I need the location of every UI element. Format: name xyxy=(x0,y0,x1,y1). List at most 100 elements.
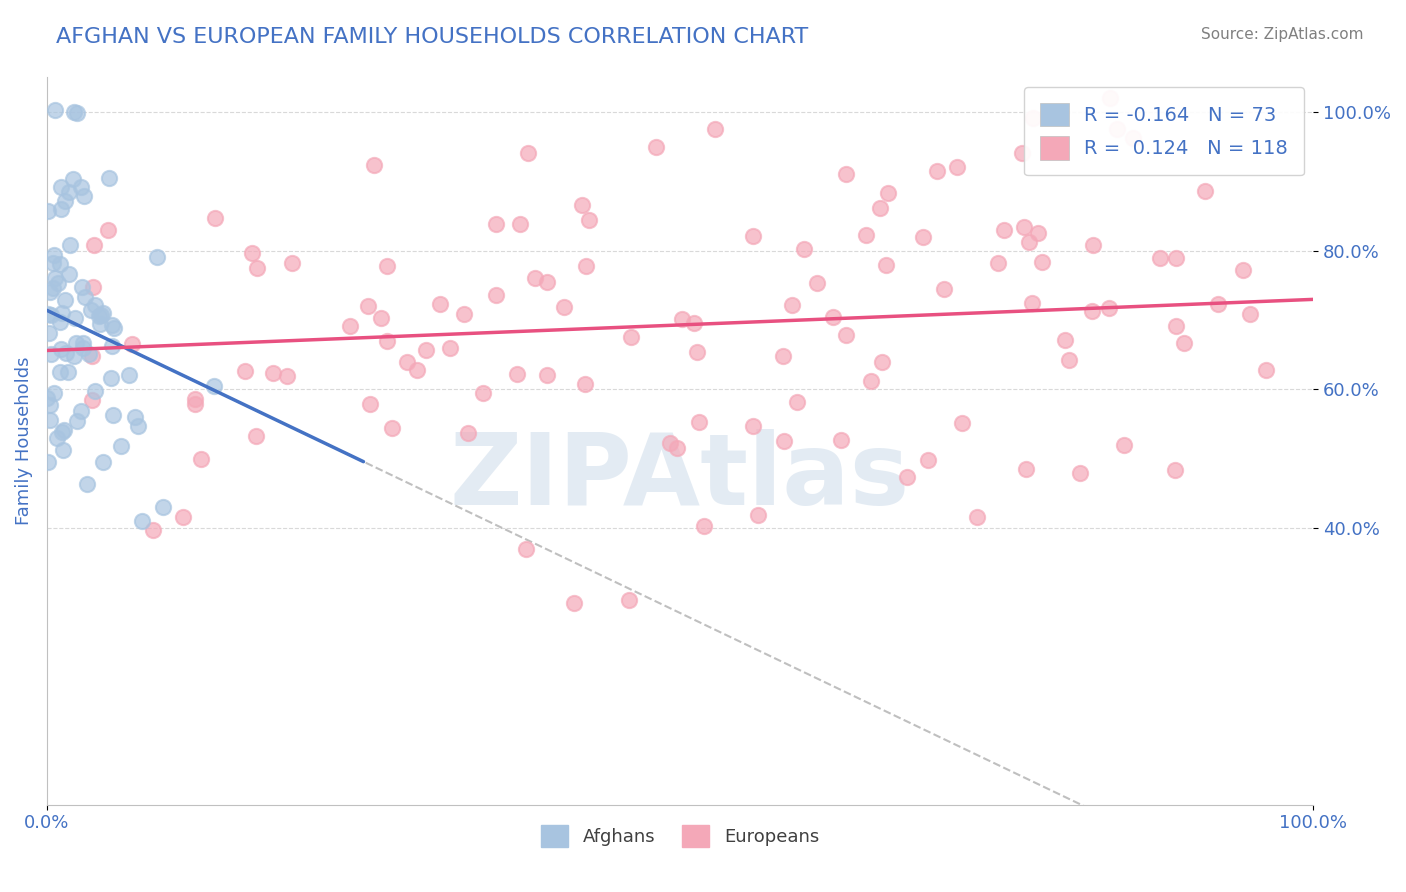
Point xyxy=(101,338,124,352)
Point xyxy=(692,518,714,533)
Point xyxy=(39,308,62,322)
Point xyxy=(357,299,380,313)
Point xyxy=(1098,301,1121,316)
Point xyxy=(370,311,392,326)
Point xyxy=(1173,335,1195,350)
Point xyxy=(83,384,105,399)
Point xyxy=(281,256,304,270)
Point xyxy=(574,377,596,392)
Point xyxy=(80,393,103,408)
Point xyxy=(1164,251,1187,265)
Point xyxy=(575,259,598,273)
Point xyxy=(70,280,93,294)
Point xyxy=(381,420,404,434)
Point xyxy=(747,508,769,523)
Point xyxy=(51,425,73,439)
Point xyxy=(172,509,194,524)
Point xyxy=(773,434,796,448)
Point xyxy=(741,419,763,434)
Point xyxy=(821,310,844,325)
Point xyxy=(375,334,398,349)
Point xyxy=(741,229,763,244)
Point xyxy=(786,394,808,409)
Point xyxy=(93,306,115,320)
Point xyxy=(202,379,225,393)
Point xyxy=(44,103,66,117)
Point xyxy=(987,255,1010,269)
Point xyxy=(993,223,1015,237)
Point xyxy=(485,287,508,301)
Point xyxy=(562,596,585,610)
Point xyxy=(1021,296,1043,310)
Point xyxy=(870,355,893,369)
Point xyxy=(72,336,94,351)
Point xyxy=(262,366,284,380)
Point xyxy=(37,204,59,219)
Point xyxy=(45,431,67,445)
Point xyxy=(44,270,66,285)
Point xyxy=(97,223,120,237)
Point xyxy=(63,349,86,363)
Point xyxy=(523,271,546,285)
Point xyxy=(46,276,69,290)
Point xyxy=(966,510,988,524)
Point xyxy=(472,386,495,401)
Text: ZIPAtlas: ZIPAtlas xyxy=(450,429,910,526)
Point xyxy=(869,202,891,216)
Point xyxy=(453,307,475,321)
Point xyxy=(1057,353,1080,368)
Point xyxy=(190,451,212,466)
Point xyxy=(911,230,934,244)
Point xyxy=(58,185,80,199)
Point xyxy=(110,439,132,453)
Point xyxy=(37,307,59,321)
Point xyxy=(917,453,939,467)
Point xyxy=(65,335,87,350)
Point xyxy=(73,289,96,303)
Point xyxy=(246,261,269,276)
Point xyxy=(509,217,531,231)
Point xyxy=(1232,263,1254,277)
Point xyxy=(51,306,73,320)
Point xyxy=(620,330,643,344)
Point xyxy=(877,186,900,200)
Point xyxy=(152,500,174,515)
Point xyxy=(1081,304,1104,318)
Point xyxy=(72,341,94,355)
Point xyxy=(1031,254,1053,268)
Point xyxy=(506,367,529,381)
Point xyxy=(359,397,381,411)
Point xyxy=(39,285,62,299)
Point xyxy=(835,167,858,181)
Point xyxy=(51,342,73,356)
Point xyxy=(63,104,86,119)
Point xyxy=(553,300,575,314)
Point xyxy=(806,276,828,290)
Point xyxy=(439,341,461,355)
Point xyxy=(515,541,537,556)
Text: Source: ZipAtlas.com: Source: ZipAtlas.com xyxy=(1201,27,1364,42)
Point xyxy=(830,433,852,447)
Point xyxy=(89,317,111,331)
Point xyxy=(1022,112,1045,126)
Point xyxy=(204,211,226,226)
Point xyxy=(39,398,62,412)
Point xyxy=(91,455,114,469)
Point xyxy=(127,419,149,434)
Point xyxy=(875,258,897,272)
Point xyxy=(395,355,418,369)
Point xyxy=(1149,252,1171,266)
Point xyxy=(233,364,256,378)
Point xyxy=(932,282,955,296)
Point xyxy=(62,171,84,186)
Point xyxy=(1254,363,1277,377)
Point xyxy=(49,257,72,271)
Point xyxy=(101,318,124,332)
Point xyxy=(41,256,63,270)
Point xyxy=(950,416,973,430)
Point xyxy=(896,470,918,484)
Point xyxy=(42,385,65,400)
Point xyxy=(51,179,73,194)
Point xyxy=(121,337,143,351)
Point xyxy=(145,250,167,264)
